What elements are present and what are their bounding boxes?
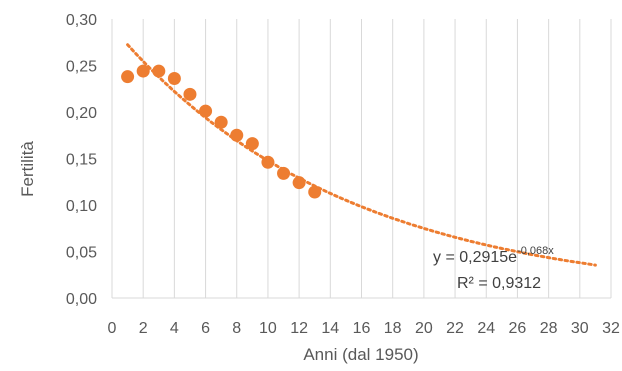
x-tick-label: 6	[201, 320, 210, 337]
data-point	[152, 64, 166, 78]
y-tick-label: 0,05	[66, 245, 97, 262]
x-tick-label: 10	[259, 320, 277, 337]
data-point	[277, 166, 291, 180]
y-tick-label: 0,25	[66, 59, 97, 76]
y-axis-title: Fertilità	[18, 141, 37, 197]
x-tick-label: 0	[108, 320, 117, 337]
x-tick-label: 12	[290, 320, 308, 337]
y-tick-label: 0,00	[66, 291, 97, 308]
x-axis-title: Anni (dal 1950)	[303, 345, 418, 364]
x-tick-label: 32	[602, 320, 620, 337]
x-tick-label: 18	[384, 320, 402, 337]
x-tick-label: 26	[509, 320, 527, 337]
data-points	[121, 64, 322, 199]
x-tick-label: 28	[540, 320, 558, 337]
data-point	[292, 176, 306, 190]
trendline-equation: y = 0,2915e-0,068x	[433, 245, 554, 266]
data-point	[136, 64, 150, 78]
x-tick-label: 24	[477, 320, 495, 337]
x-tick-label: 30	[571, 320, 589, 337]
y-tick-label: 0,30	[66, 12, 97, 29]
x-tick-label: 4	[170, 320, 179, 337]
y-tick-label: 0,15	[66, 152, 97, 169]
y-tick-label: 0,20	[66, 105, 97, 122]
data-point	[245, 137, 259, 151]
data-point	[167, 72, 181, 86]
y-axis-tick-labels: 0,00 0,05 0,10 0,15 0,20 0,25 0,30	[66, 12, 97, 308]
data-point	[121, 70, 135, 84]
x-tick-label: 20	[415, 320, 433, 337]
x-tick-label: 22	[446, 320, 464, 337]
data-point	[183, 87, 197, 101]
data-point	[308, 185, 322, 199]
x-tick-label: 2	[139, 320, 148, 337]
trendline-exponential	[126, 43, 597, 267]
x-tick-label: 8	[232, 320, 241, 337]
x-tick-label: 16	[353, 320, 371, 337]
trendline-r-squared: R² = 0,9312	[457, 275, 541, 292]
data-point	[261, 155, 275, 169]
x-axis-tick-labels: 0 2 4 6 8 10 12 14 16 18 20 22 24 26 28 30 32	[108, 320, 620, 337]
y-tick-label: 0,10	[66, 198, 97, 215]
data-point	[199, 104, 213, 118]
x-tick-label: 14	[321, 320, 339, 337]
data-point	[214, 115, 228, 129]
data-point	[230, 128, 244, 142]
